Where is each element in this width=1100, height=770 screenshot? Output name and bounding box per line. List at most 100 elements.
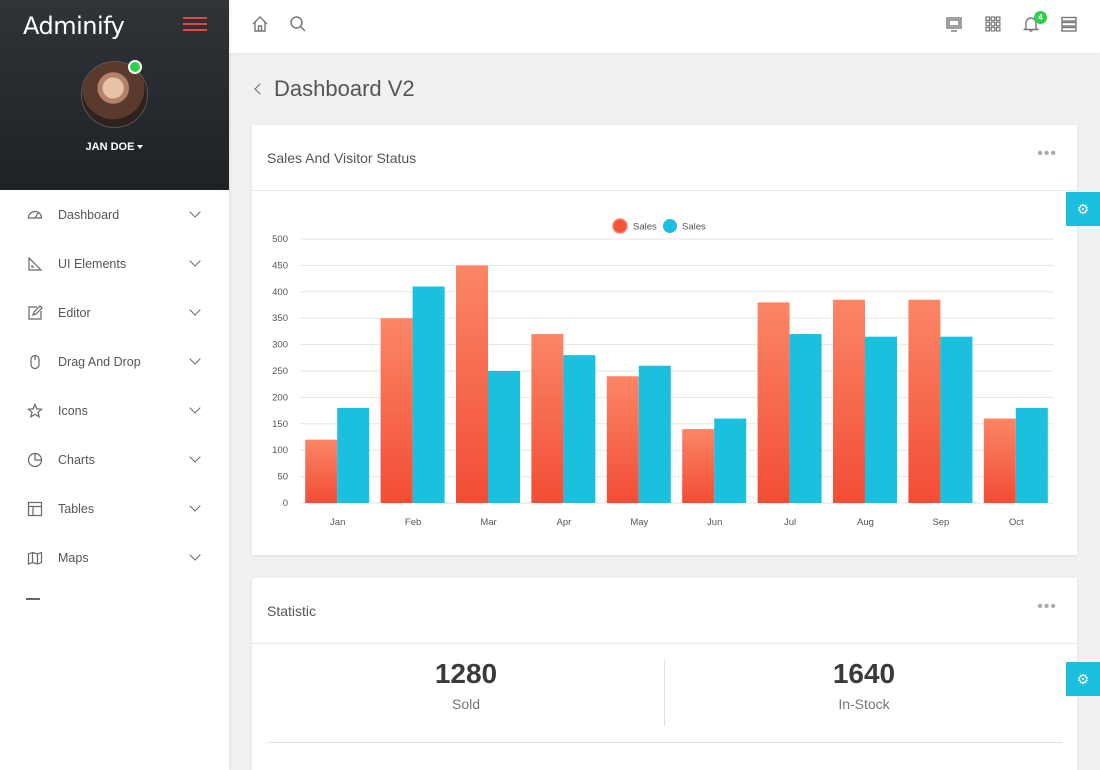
- statistic-card: Statistic ••• 1280 Sold 1640 In-Stock: [252, 578, 1077, 770]
- sidebar-item-label: Maps: [58, 550, 89, 565]
- chevron-down-icon[interactable]: [189, 206, 201, 218]
- sidebar-header: Adminify JAN DOE: [0, 0, 229, 190]
- x-tick-label: May: [630, 517, 648, 528]
- x-tick-label: Apr: [557, 517, 572, 528]
- chevron-down-icon[interactable]: [189, 500, 201, 512]
- back-icon[interactable]: [254, 83, 266, 95]
- bar-sales-a-mar: [456, 265, 488, 503]
- card-title: Sales And Visitor Status: [267, 150, 417, 166]
- card-header: Statistic •••: [252, 578, 1077, 644]
- ruler-icon: [26, 255, 44, 273]
- page-icon: [26, 598, 40, 601]
- sidebar-item-maps[interactable]: Maps: [0, 533, 229, 582]
- sidebar-item-icons[interactable]: Icons: [0, 386, 229, 435]
- user-menu[interactable]: JAN DOE: [0, 141, 229, 153]
- sidebar-item-dashboard[interactable]: Dashboard: [0, 190, 229, 239]
- dashboard-icon: [26, 206, 44, 224]
- page-title: Dashboard V2: [274, 76, 415, 101]
- more-options-icon[interactable]: •••: [1037, 145, 1057, 162]
- sidebar-item-label: UI Elements: [58, 256, 127, 271]
- list-menu-icon[interactable]: [1060, 15, 1080, 35]
- home-icon[interactable]: [251, 15, 271, 35]
- mouse-icon: [26, 353, 44, 371]
- settings-gear-icon[interactable]: ⚙: [1066, 662, 1100, 696]
- chevron-down-icon[interactable]: [189, 255, 201, 267]
- stat-value: 1280: [434, 658, 498, 689]
- monitor-icon[interactable]: [945, 15, 965, 35]
- sidebar-item-label: Drag And Drop: [58, 354, 141, 369]
- x-tick-label: Aug: [857, 517, 874, 528]
- bar-sales-b-jun: [714, 418, 747, 503]
- bar-sales-a-jun: [682, 429, 715, 503]
- x-tick-label: Feb: [405, 517, 421, 528]
- sidebar: Adminify JAN DOE Dashboard UI Elements Edi…: [0, 0, 229, 770]
- bar-sales-b-apr: [563, 355, 596, 503]
- y-tick-label: 350: [272, 313, 288, 324]
- legend-swatch-sales-a: [612, 218, 628, 234]
- chevron-down-icon[interactable]: [189, 402, 201, 414]
- stat-label: Sold: [451, 696, 481, 712]
- sales-bar-chart: 0 50 100 150 200 250 300 350 400 450 500 Jan Feb Mar A…: [272, 218, 1054, 528]
- y-tick-label: 100: [272, 445, 288, 456]
- map-icon: [26, 549, 44, 567]
- stat-label: In-Stock: [838, 696, 890, 712]
- bar-sales-a-jul: [757, 302, 790, 503]
- chevron-down-icon[interactable]: [189, 353, 201, 365]
- bell-icon[interactable]: [1022, 15, 1042, 35]
- x-tick-label: Mar: [480, 517, 496, 528]
- y-tick-label: 300: [272, 340, 288, 351]
- sidebar-item-label: Icons: [58, 403, 88, 418]
- chevron-down-icon[interactable]: [189, 304, 201, 316]
- bar-sales-a-jan: [305, 439, 338, 503]
- online-status-indicator: [128, 60, 142, 74]
- menu-toggle-icon[interactable]: [183, 17, 207, 33]
- y-tick-label: 200: [272, 392, 288, 403]
- edit-icon: [26, 304, 44, 322]
- stat-in-stock: 1640 In-Stock: [665, 658, 1063, 712]
- settings-gear-icon[interactable]: ⚙: [1066, 192, 1100, 226]
- chevron-down-icon[interactable]: [189, 549, 201, 561]
- bar-sales-a-apr: [531, 334, 564, 503]
- bar-sales-b-may: [638, 365, 671, 503]
- sidebar-menu: Dashboard UI Elements Editor Drag And Drop I…: [0, 190, 229, 582]
- search-icon[interactable]: [289, 15, 309, 35]
- card-header: Sales And Visitor Status •••: [252, 125, 1077, 191]
- y-tick-label: 150: [272, 419, 288, 430]
- sidebar-item-label: Dashboard: [58, 207, 120, 222]
- legend-label: Sales: [682, 222, 706, 233]
- pie-chart-icon: [26, 451, 44, 469]
- y-tick-label: 450: [272, 260, 288, 271]
- bar-sales-a-sep: [908, 299, 941, 503]
- y-tick-label: 250: [272, 366, 288, 377]
- sidebar-item-ui-elements[interactable]: UI Elements: [0, 239, 229, 288]
- y-tick-label: 0: [283, 498, 288, 509]
- sales-chart-card: Sales And Visitor Status ••• 0 50 100 150 20…: [252, 125, 1077, 555]
- sidebar-item-label: Editor: [58, 305, 91, 320]
- chevron-down-icon[interactable]: [189, 451, 201, 463]
- x-tick-label: Jun: [707, 517, 722, 528]
- bar-sales-a-aug: [833, 299, 865, 503]
- sidebar-item-label: Charts: [58, 452, 95, 467]
- bar-sales-b-feb: [412, 286, 445, 503]
- sidebar-item-editor[interactable]: Editor: [0, 288, 229, 337]
- user-name: JAN DOE: [85, 141, 135, 153]
- bar-sales-b-aug: [865, 336, 897, 503]
- sidebar-item-drag-and-drop[interactable]: Drag And Drop: [0, 337, 229, 386]
- stat-value: 1640: [832, 658, 896, 689]
- y-tick-label: 50: [277, 472, 288, 483]
- topbar: [229, 0, 1100, 53]
- more-options-icon[interactable]: •••: [1037, 598, 1057, 615]
- brand-logo[interactable]: Adminify: [23, 12, 125, 40]
- legend-swatch-sales-b: [663, 219, 677, 233]
- sidebar-item-charts[interactable]: Charts: [0, 435, 229, 484]
- caret-down-icon: [137, 145, 144, 150]
- card-title: Statistic: [267, 603, 317, 619]
- table-icon: [26, 500, 44, 518]
- bar-sales-b-oct: [1015, 407, 1048, 503]
- sidebar-item-label: Tables: [58, 501, 95, 516]
- sidebar-item-tables[interactable]: Tables: [0, 484, 229, 533]
- bar-sales-a-may: [606, 376, 639, 503]
- x-tick-label: Jul: [784, 517, 796, 528]
- apps-grid-icon[interactable]: [984, 15, 1004, 35]
- legend-label: Sales: [633, 222, 657, 233]
